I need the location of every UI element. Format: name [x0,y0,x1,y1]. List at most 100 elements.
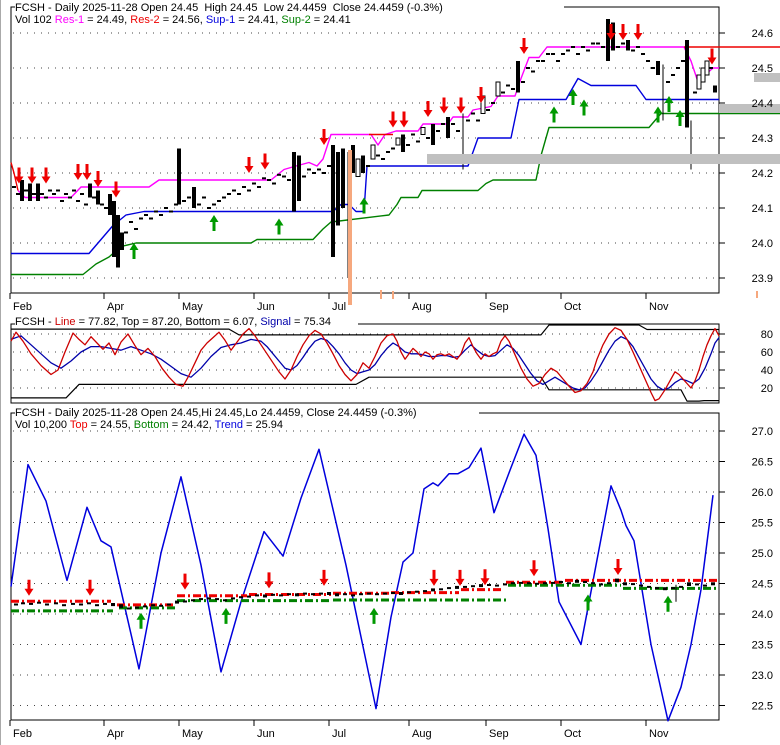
price-dash [495,584,499,587]
price-dash [693,91,697,94]
month-label: Oct [564,728,581,740]
price-dash [703,584,707,587]
price-dash [456,130,460,132]
price-candle [516,61,520,93]
price-dash [651,67,655,69]
axis-label: 23.9 [752,273,773,285]
buy-arrow [663,595,673,612]
price-dash [54,602,58,605]
price-dash [282,175,286,178]
header-segment: Vol 102 [15,14,55,26]
price-dash [476,119,480,122]
price-dash [272,182,276,185]
price-dash [631,49,635,52]
price-dash [247,595,251,598]
price-dash [197,203,201,206]
price-dash [239,596,243,599]
price-dash [252,182,256,185]
axis-label: 22.5 [752,701,773,713]
price-dash [551,581,555,584]
price-dash [32,193,36,195]
price-candle [401,134,405,152]
sell-arrow [244,157,254,173]
price-dash [311,593,315,596]
price-dash [52,193,56,195]
month-label: Nov [649,301,669,313]
price-candle [606,19,610,61]
axis-label: 80 [761,329,773,341]
price-dash [471,112,475,115]
price-candle-hollow [370,144,376,160]
price-candle [479,584,483,588]
header-segment: FCSH - Daily 2025-11-28 Open 24.45 High … [15,2,443,14]
price-dash [267,179,271,181]
price-dash [139,217,143,220]
price-dash [223,599,227,602]
price-dash [423,590,427,593]
price-dash [80,193,84,195]
highlight-band [719,104,780,113]
price-dash [535,582,539,585]
header-segment: Line [54,316,76,328]
price-dash [16,193,20,195]
price-dash [202,196,206,199]
price-dash [84,203,88,206]
price-candle [336,152,340,226]
month-label: Jun [257,728,275,740]
buy-arrow [369,607,379,624]
price-candle-hollow [395,137,401,146]
price-dash [151,604,155,607]
price-dash [182,200,186,202]
price-dash [383,592,387,595]
price-dash [636,46,640,48]
price-dash [536,60,540,62]
price-dash [486,109,490,111]
oscillator-panel-header: FCSH - Line = 77.82, Top = 87.20, Bottom… [15,316,331,328]
price-dash [391,147,395,150]
sell-arrow [93,171,103,187]
price-dash [174,203,178,206]
price-candle [175,600,179,604]
price-dash [37,601,41,604]
price-dash [436,130,440,132]
price-dash [561,53,565,55]
price-dash [376,154,380,157]
price-dash [367,592,371,595]
price-dash [526,67,530,69]
price-candle [626,40,630,51]
buy-arrow [221,607,231,624]
price-dash [56,189,60,192]
price-candle [711,582,715,586]
price-dash [647,585,651,588]
axis-label: 23.5 [752,640,773,652]
sell-arrow [480,569,490,586]
price-dash [599,583,603,586]
price-dash [343,593,347,596]
price-dash [527,582,531,585]
price-dash [44,196,48,199]
price-dash [72,189,76,192]
buy-arrow [675,110,685,126]
price-candle [341,148,345,208]
header-segment: = 24.56, [159,14,206,26]
price-dash [144,214,148,216]
price-dash [415,590,419,593]
buy-arrow [653,106,663,123]
price-dash [76,200,80,202]
price-dash [487,584,491,586]
price-dash [503,583,507,586]
panel-border [10,412,720,721]
price-candle [292,152,296,212]
signal-line [10,335,720,391]
price-dash [466,119,470,122]
sell-arrow [27,167,37,184]
month-label: Sep [489,728,509,740]
month-label: Feb [13,301,32,313]
buy-arrow [664,96,674,112]
header-segment: Bottom [133,419,169,431]
panel-border [10,323,720,404]
header-line: Vol 102 Res-1 = 24.49, Res-2 = 24.56, Su… [15,14,443,26]
header-segment: Sup-1 [205,14,236,26]
price-dash [60,200,64,202]
buy-arrow [549,106,559,123]
